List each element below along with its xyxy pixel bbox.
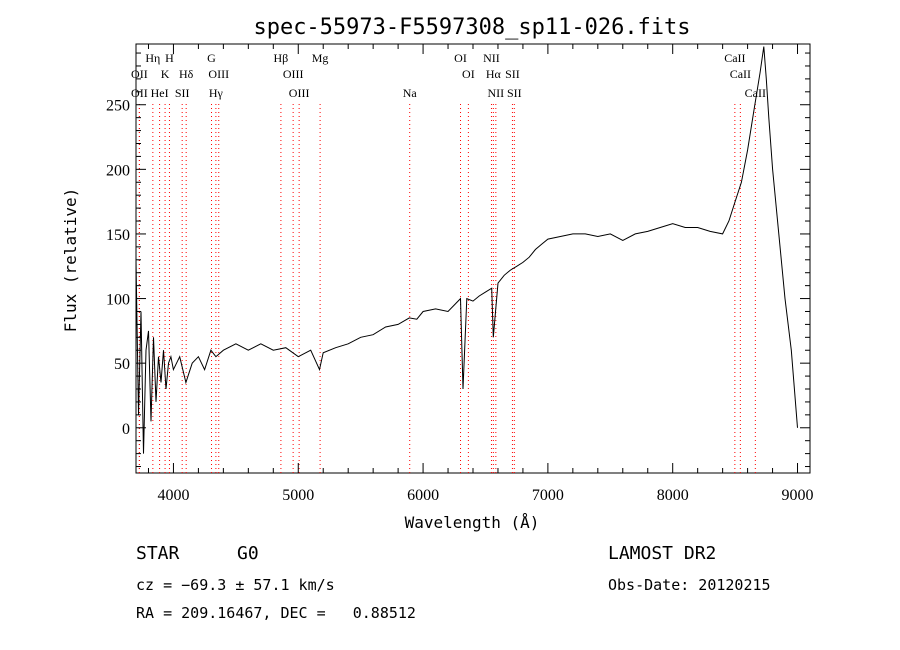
x-tick-label: 4000	[157, 487, 189, 504]
line-marker-label: Hγ	[209, 86, 224, 100]
line-marker-label: Mg	[312, 51, 329, 65]
spectral-line-markers: Hη H OII K Hδ OII HeI SII G OIII Hγ Hβ OIII OIII Mg Na O…	[131, 51, 766, 473]
redshift-velocity: cz = −69.3 ± 57.1 km/s	[136, 576, 335, 594]
y-tick-label: 150	[106, 227, 130, 244]
observation-date: Obs-Date: 20120215	[608, 576, 771, 594]
survey-name: LAMOST DR2	[608, 543, 717, 564]
line-marker-label: CaII	[730, 67, 751, 81]
line-marker-label: CaII	[745, 86, 766, 100]
y-tick-label: 50	[114, 356, 130, 373]
spectrum-series	[135, 46, 798, 454]
line-marker-label: OIII	[283, 67, 304, 81]
line-marker-label: OII	[131, 86, 148, 100]
x-tick-label: 5000	[282, 487, 314, 504]
y-tick-label: 200	[106, 162, 130, 179]
line-marker-label: CaII	[724, 51, 745, 65]
x-tick-label: 6000	[407, 487, 439, 504]
x-tick-label: 9000	[782, 487, 814, 504]
spectral-subclass: G0	[237, 543, 259, 564]
x-tick-label: 7000	[532, 487, 564, 504]
line-marker-label: OI	[462, 67, 475, 81]
y-tick-label: 100	[106, 292, 130, 309]
line-marker-label: OII	[131, 67, 148, 81]
line-marker-label: H	[165, 51, 174, 65]
x-tick-label: 8000	[657, 487, 689, 504]
line-marker-label: Na	[403, 86, 418, 100]
line-marker-label: SII	[175, 86, 190, 100]
line-marker-label: Hη	[145, 51, 160, 65]
line-marker-label: K	[161, 67, 170, 81]
axis-ticks: 4000 5000 6000 7000 8000 9000 0 50 100 150 200 250	[106, 44, 814, 504]
line-marker-label: HeI	[151, 86, 169, 100]
line-marker-label: G	[207, 51, 216, 65]
line-marker-label: Hα	[486, 67, 502, 81]
line-marker-label: NII	[488, 86, 505, 100]
line-marker-label: NII	[483, 51, 500, 65]
line-marker-label: SII	[507, 86, 522, 100]
y-tick-label: 0	[122, 421, 130, 438]
object-class: STAR	[136, 543, 180, 564]
y-tick-label: 250	[106, 98, 130, 115]
line-marker-label: Hβ	[274, 51, 289, 65]
plot-frame	[135, 43, 811, 474]
y-axis-label: Flux (relative)	[61, 188, 80, 333]
line-marker-label: OIII	[289, 86, 310, 100]
line-marker-label: SII	[505, 67, 520, 81]
chart-title: spec-55973-F5597308_sp11-026.fits	[253, 15, 690, 40]
line-marker-label: OI	[454, 51, 467, 65]
x-axis-label: Wavelength (Å)	[405, 513, 540, 532]
line-marker-label: OIII	[208, 67, 229, 81]
line-marker-label: Hδ	[179, 67, 194, 81]
spectrum-line	[135, 46, 798, 454]
ra-dec-coordinates: RA = 209.16467, DEC = 0.88512	[136, 604, 416, 622]
